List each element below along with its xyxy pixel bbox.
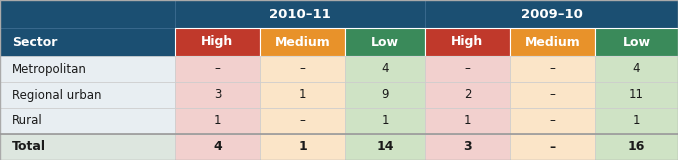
Text: –: – [550, 88, 555, 101]
Bar [510, 82, 595, 108]
Bar [425, 108, 510, 134]
Bar [0, 82, 175, 108]
Text: 1: 1 [214, 115, 221, 128]
Bar [345, 56, 425, 82]
Bar [510, 108, 595, 134]
Text: 3: 3 [214, 88, 221, 101]
Text: Total: Total [12, 140, 46, 153]
Text: Regional urban: Regional urban [12, 88, 102, 101]
Bar [175, 134, 260, 160]
Bar [425, 134, 510, 160]
Bar [0, 56, 175, 82]
Bar [595, 82, 678, 108]
Text: Low: Low [622, 36, 650, 48]
Text: Medium: Medium [525, 36, 580, 48]
Text: 4: 4 [633, 63, 640, 76]
Text: 16: 16 [628, 140, 645, 153]
Bar [175, 0, 425, 28]
Bar [345, 108, 425, 134]
Bar [175, 82, 260, 108]
Text: Medium: Medium [275, 36, 330, 48]
Bar [345, 134, 425, 160]
Bar [260, 82, 345, 108]
Text: 1: 1 [299, 88, 306, 101]
Bar [260, 108, 345, 134]
Text: 1: 1 [464, 115, 471, 128]
Text: 11: 11 [629, 88, 644, 101]
Text: 14: 14 [376, 140, 394, 153]
Bar [345, 82, 425, 108]
Bar [425, 56, 510, 82]
Text: 1: 1 [381, 115, 388, 128]
Text: –: – [464, 63, 471, 76]
Text: Low: Low [371, 36, 399, 48]
Bar [425, 0, 678, 28]
Text: 2010–11: 2010–11 [269, 8, 331, 20]
Text: 1: 1 [298, 140, 307, 153]
Bar [510, 28, 595, 56]
Bar [0, 0, 175, 28]
Text: 4: 4 [213, 140, 222, 153]
Bar [260, 56, 345, 82]
Text: –: – [300, 115, 305, 128]
Text: 4: 4 [381, 63, 388, 76]
Text: –: – [300, 63, 305, 76]
Bar [510, 134, 595, 160]
Bar [175, 28, 260, 56]
Text: 9: 9 [381, 88, 388, 101]
Bar [425, 82, 510, 108]
Bar [175, 56, 260, 82]
Text: –: – [549, 140, 555, 153]
Bar [595, 134, 678, 160]
Bar [260, 28, 345, 56]
Text: –: – [550, 63, 555, 76]
Text: –: – [550, 115, 555, 128]
Bar [595, 56, 678, 82]
Text: 1: 1 [633, 115, 640, 128]
Bar [510, 56, 595, 82]
Text: –: – [214, 63, 220, 76]
Text: High: High [201, 36, 234, 48]
Bar [0, 108, 175, 134]
Bar [425, 28, 510, 56]
Text: High: High [452, 36, 483, 48]
Text: Metropolitan: Metropolitan [12, 63, 87, 76]
Text: 3: 3 [463, 140, 472, 153]
Text: 2009–10: 2009–10 [521, 8, 582, 20]
Bar [595, 108, 678, 134]
Text: 2: 2 [464, 88, 471, 101]
Text: Sector: Sector [12, 36, 58, 48]
Bar [175, 108, 260, 134]
Bar [0, 134, 175, 160]
Bar [595, 28, 678, 56]
Bar [345, 28, 425, 56]
Bar [0, 28, 175, 56]
Bar [260, 134, 345, 160]
Text: Rural: Rural [12, 115, 43, 128]
